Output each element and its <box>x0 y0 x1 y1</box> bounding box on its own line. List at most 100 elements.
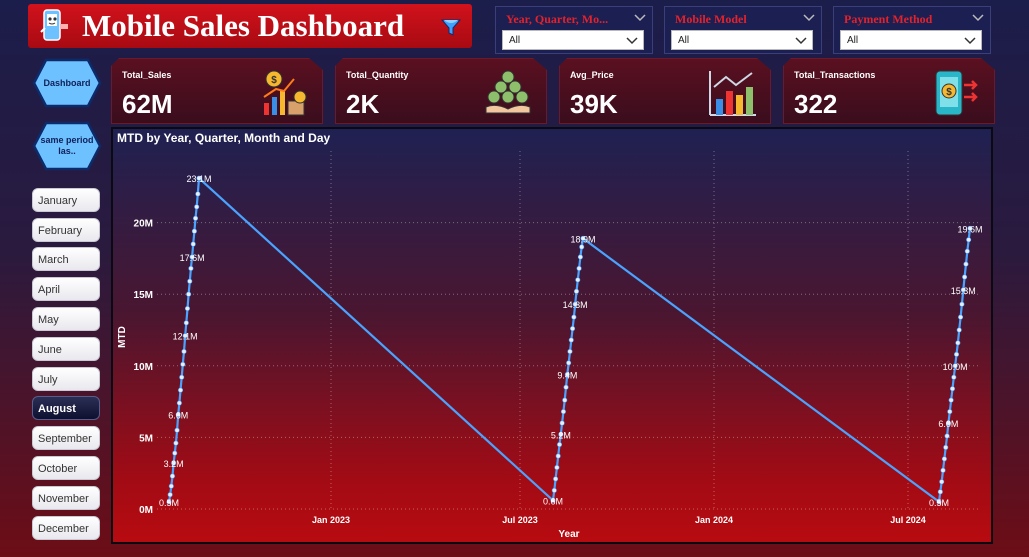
chevron-down-icon[interactable] <box>803 13 815 23</box>
nav-button-label: same period las.. <box>40 135 94 156</box>
kpi-value: 322 <box>794 89 838 119</box>
month-item-october[interactable]: October <box>32 456 100 480</box>
slicer-mobile-model[interactable]: Mobile Model All <box>664 6 822 54</box>
data-point <box>956 327 962 333</box>
data-label: 3.2M <box>164 459 184 469</box>
data-point <box>579 244 585 250</box>
kpi-card-total-quantity: Total_Quantity 2K <box>335 58 547 124</box>
y-tick-label: 10M <box>134 362 153 373</box>
month-item-july[interactable]: July <box>32 367 100 391</box>
data-point <box>576 265 582 271</box>
data-label: 0.6M <box>543 496 563 506</box>
data-point <box>554 464 560 470</box>
data-label: 6.6M <box>168 410 188 420</box>
dashboard-nav-button[interactable]: Dashboard <box>32 58 102 108</box>
data-point <box>577 254 583 260</box>
svg-text:$: $ <box>271 75 277 86</box>
kpi-label: Avg_Price <box>570 70 614 80</box>
chart-canvas[interactable]: 0M 5M 10M 15M 20M Jan 2023 Jul 2023 Jan 2024 Ju… <box>113 129 991 542</box>
slicer-payment-method[interactable]: Payment Method All <box>833 6 991 54</box>
month-item-march[interactable]: March <box>32 247 100 271</box>
data-point <box>951 374 957 380</box>
data-point <box>936 499 942 505</box>
data-point <box>947 409 953 415</box>
chart-title: MTD by Year, Quarter, Month and Day <box>117 131 331 145</box>
data-point <box>171 460 177 466</box>
month-item-november[interactable]: November <box>32 486 100 510</box>
month-item-may[interactable]: May <box>32 307 100 331</box>
data-point <box>190 241 196 247</box>
data-point <box>551 487 557 493</box>
data-point <box>944 433 950 439</box>
chevron-down-icon[interactable] <box>634 13 646 23</box>
month-item-january[interactable]: January <box>32 188 100 212</box>
data-point <box>186 291 192 297</box>
x-tick-label: Jul 2024 <box>890 515 926 525</box>
chevron-down-icon[interactable] <box>964 36 976 45</box>
data-label: 15.3M <box>951 286 976 296</box>
y-axis-label: MTD <box>117 326 128 348</box>
data-point <box>182 333 188 339</box>
data-point <box>168 483 174 489</box>
data-point <box>172 450 178 456</box>
data-label: 17.6M <box>180 253 205 263</box>
month-item-april[interactable]: April <box>32 277 100 301</box>
filter-icon[interactable] <box>440 16 462 38</box>
data-point <box>573 288 579 294</box>
y-tick-label: 0M <box>139 505 153 516</box>
data-point <box>580 235 586 241</box>
data-point <box>952 363 958 369</box>
data-point <box>948 397 954 403</box>
kpi-value: 62M <box>122 89 173 119</box>
slicer-year-quarter-month[interactable]: Year, Quarter, Mo... All <box>495 6 653 54</box>
slicer-dropdown[interactable]: All <box>671 30 813 50</box>
month-item-june[interactable]: June <box>32 337 100 361</box>
slicer-dropdown[interactable]: All <box>840 30 982 50</box>
y-tick-label: 15M <box>134 290 153 301</box>
data-point <box>954 351 960 357</box>
x-axis-label: Year <box>558 529 579 540</box>
nav-button-label: Dashboard <box>43 77 91 88</box>
chevron-down-icon[interactable] <box>972 13 984 23</box>
same-period-nav-button[interactable]: same period las.. <box>32 121 102 171</box>
slicer-title: Mobile Model <box>675 12 747 26</box>
coins-hand-icon <box>482 67 534 119</box>
data-label: 23.1M <box>186 174 211 184</box>
slicer-title: Year, Quarter, Mo... <box>506 12 609 26</box>
kpi-label: Total_Quantity <box>346 70 409 80</box>
data-point <box>183 320 189 326</box>
data-point <box>943 444 949 450</box>
kpi-card-avg-price: Avg_Price 39K <box>559 58 771 124</box>
data-point <box>566 360 572 366</box>
data-point <box>563 384 569 390</box>
data-point <box>194 204 200 210</box>
data-point <box>167 492 173 498</box>
month-item-august[interactable]: August <box>32 396 100 420</box>
data-point <box>550 497 556 503</box>
data-point <box>173 440 179 446</box>
slicer-value: All <box>509 35 521 46</box>
data-point <box>188 265 194 271</box>
mtd-line-chart: MTD by Year, Quarter, Month and Day 0M 5M… <box>111 127 993 544</box>
chevron-down-icon[interactable] <box>626 36 638 45</box>
data-point <box>941 456 947 462</box>
kpi-label: Total_Sales <box>122 70 172 80</box>
month-item-december[interactable]: December <box>32 516 100 540</box>
data-point <box>945 420 951 426</box>
data-point <box>959 301 965 307</box>
data-point <box>558 432 564 438</box>
data-point <box>570 326 576 332</box>
hexagon-shape <box>32 58 102 108</box>
month-item-february[interactable]: February <box>32 218 100 242</box>
data-point <box>962 274 968 280</box>
data-label: 10.0M <box>943 362 968 372</box>
month-item-september[interactable]: September <box>32 426 100 450</box>
data-point <box>169 473 175 479</box>
slicer-title: Payment Method <box>844 12 933 26</box>
data-point <box>562 397 568 403</box>
data-point <box>181 348 187 354</box>
chevron-down-icon[interactable] <box>795 36 807 45</box>
data-point <box>191 228 197 234</box>
slicer-dropdown[interactable]: All <box>502 30 644 50</box>
page-title: Mobile Sales Dashboard <box>82 8 405 43</box>
